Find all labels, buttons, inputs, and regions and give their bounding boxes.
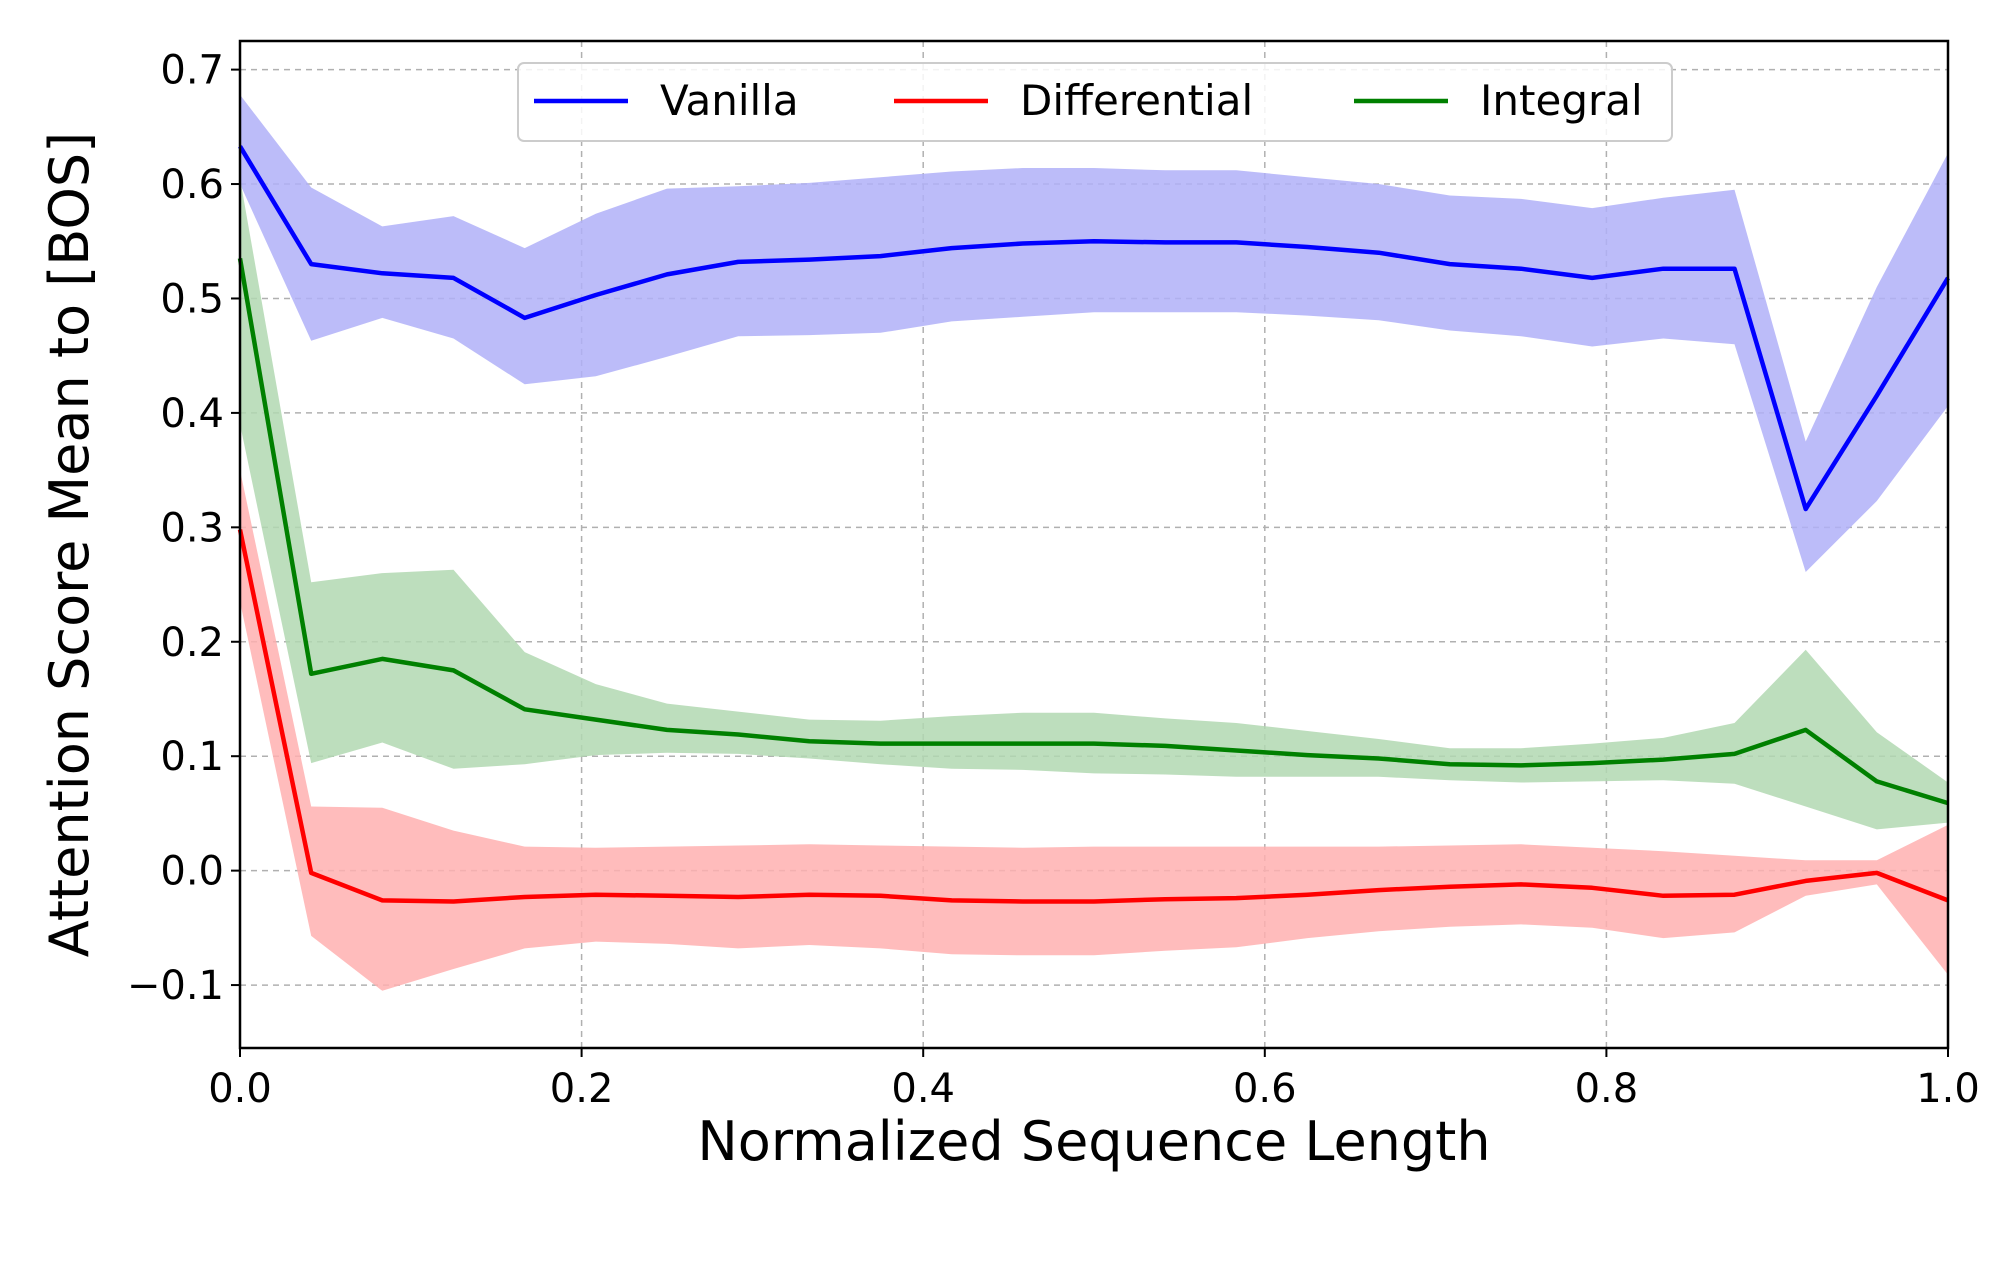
y-tick-label: 0.4 xyxy=(160,391,224,437)
legend-box xyxy=(517,62,1673,142)
y-tick-label: −0.1 xyxy=(127,963,224,1009)
legend-label-differential: Differential xyxy=(1020,76,1253,125)
series-lines xyxy=(237,145,1950,904)
integral-band xyxy=(240,178,1948,830)
y-tick-label: 0.5 xyxy=(160,276,224,322)
y-tick-label: 0.2 xyxy=(160,620,224,666)
x-tick-label: 0.8 xyxy=(1575,1066,1639,1112)
legend: Vanilla Differential Integral xyxy=(517,62,1673,142)
x-tick-label: 0.0 xyxy=(208,1066,272,1112)
plot-frame xyxy=(238,39,1950,1050)
x-axis-title: Normalized Sequence Length xyxy=(697,1110,1490,1173)
y-tick-label: 0.7 xyxy=(160,48,224,94)
integral-line xyxy=(237,258,1949,806)
vanilla-line xyxy=(238,145,1950,512)
x-tick-label: 1.0 xyxy=(1916,1066,1980,1112)
differential-line xyxy=(237,529,1949,904)
y-tick-label: 0.3 xyxy=(160,505,224,551)
x-tick-label: 0.2 xyxy=(550,1066,614,1112)
y-axis-title: Attention Score Mean to [BOS] xyxy=(38,132,101,957)
confidence-bands xyxy=(240,94,1948,991)
y-tick-label: 0.1 xyxy=(160,734,224,780)
x-tick-label: 0.4 xyxy=(891,1066,955,1112)
y-tick-label: 0.0 xyxy=(160,849,224,895)
y-tick-label: 0.6 xyxy=(160,162,224,208)
differential-band xyxy=(240,470,1948,991)
legend-label-vanilla: Vanilla xyxy=(660,76,799,125)
legend-label-integral: Integral xyxy=(1480,76,1643,125)
x-tick-label: 0.6 xyxy=(1233,1066,1297,1112)
axis-ticks: 0.0 0.2 0.4 0.6 0.8 1.0 −0.1 0.0 0.1 0.2 0.3 0.4 0.5… xyxy=(127,48,1980,1112)
vanilla-band xyxy=(240,94,1948,573)
